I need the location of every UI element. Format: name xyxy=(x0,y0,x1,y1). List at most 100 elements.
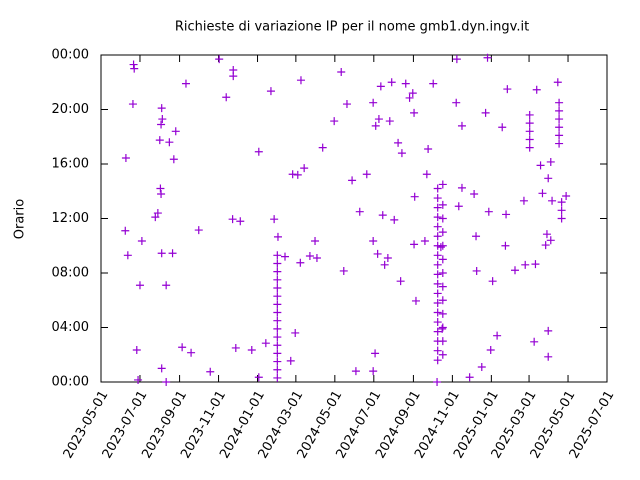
point xyxy=(339,266,348,275)
point xyxy=(351,367,360,376)
point xyxy=(155,136,164,145)
point xyxy=(273,259,282,268)
point xyxy=(454,202,463,211)
point xyxy=(270,215,279,224)
point xyxy=(433,298,442,307)
point xyxy=(433,318,442,327)
point xyxy=(157,364,166,373)
point xyxy=(411,296,420,305)
point xyxy=(557,206,566,215)
point xyxy=(373,249,382,258)
point xyxy=(438,350,447,359)
point xyxy=(525,110,534,119)
point xyxy=(296,76,305,85)
y-tick-label: 00:00 xyxy=(52,48,89,63)
point xyxy=(369,98,378,107)
point xyxy=(390,215,399,224)
point xyxy=(394,138,403,147)
point xyxy=(555,123,564,132)
point xyxy=(438,241,447,250)
point xyxy=(222,93,231,102)
point xyxy=(548,196,557,205)
point xyxy=(134,375,143,384)
point xyxy=(178,343,187,352)
point xyxy=(130,64,139,73)
point xyxy=(348,176,357,185)
point xyxy=(436,243,445,252)
point xyxy=(555,106,564,115)
point xyxy=(376,82,385,91)
point xyxy=(151,213,160,222)
point xyxy=(483,53,492,62)
point xyxy=(385,117,394,126)
point xyxy=(472,232,481,241)
point xyxy=(215,55,224,64)
point xyxy=(438,282,447,291)
point xyxy=(486,345,495,354)
point xyxy=(541,241,550,250)
point xyxy=(438,296,447,305)
point xyxy=(396,277,405,286)
y-tick-label: 16:00 xyxy=(52,157,89,172)
point xyxy=(231,343,240,352)
point xyxy=(158,115,167,124)
point xyxy=(544,326,553,335)
y-tick-label: 04:00 xyxy=(52,320,89,335)
point xyxy=(194,226,203,235)
point xyxy=(206,367,215,376)
point xyxy=(168,249,177,258)
point xyxy=(383,254,392,263)
plot-frame xyxy=(100,54,608,383)
point xyxy=(121,226,130,235)
point xyxy=(288,170,297,179)
point xyxy=(410,192,419,201)
point xyxy=(273,267,282,276)
point xyxy=(273,300,282,309)
point xyxy=(501,241,510,250)
point xyxy=(433,260,442,269)
point xyxy=(438,324,447,333)
point xyxy=(273,357,282,366)
point xyxy=(544,352,553,361)
point xyxy=(273,292,282,301)
point xyxy=(452,55,461,64)
point xyxy=(330,117,339,126)
y-axis-label: Orario xyxy=(13,199,28,240)
point xyxy=(410,240,419,249)
point xyxy=(261,339,270,348)
point xyxy=(162,281,171,290)
point xyxy=(424,145,433,154)
point xyxy=(433,222,442,231)
point xyxy=(397,149,406,158)
point xyxy=(438,180,447,189)
point xyxy=(273,316,282,325)
point xyxy=(153,209,162,218)
point xyxy=(371,121,380,130)
point xyxy=(236,217,245,226)
point xyxy=(156,184,165,193)
point xyxy=(273,365,282,374)
point xyxy=(465,373,474,382)
point xyxy=(553,78,562,87)
point xyxy=(457,121,466,130)
point xyxy=(555,139,564,148)
point xyxy=(493,331,502,340)
point xyxy=(481,108,490,117)
point xyxy=(502,210,511,219)
point xyxy=(300,164,309,173)
chart-title: Richieste di variazione IP per il nome g… xyxy=(175,20,529,35)
point xyxy=(433,308,442,317)
point xyxy=(129,60,138,69)
point xyxy=(162,378,171,386)
point xyxy=(123,251,132,260)
point xyxy=(181,79,190,88)
point xyxy=(457,183,466,192)
y-tick-label: 12:00 xyxy=(52,211,89,226)
point xyxy=(519,196,528,205)
point xyxy=(420,236,429,245)
point xyxy=(470,189,479,198)
point xyxy=(273,275,282,284)
point xyxy=(452,98,461,107)
point xyxy=(525,119,534,128)
